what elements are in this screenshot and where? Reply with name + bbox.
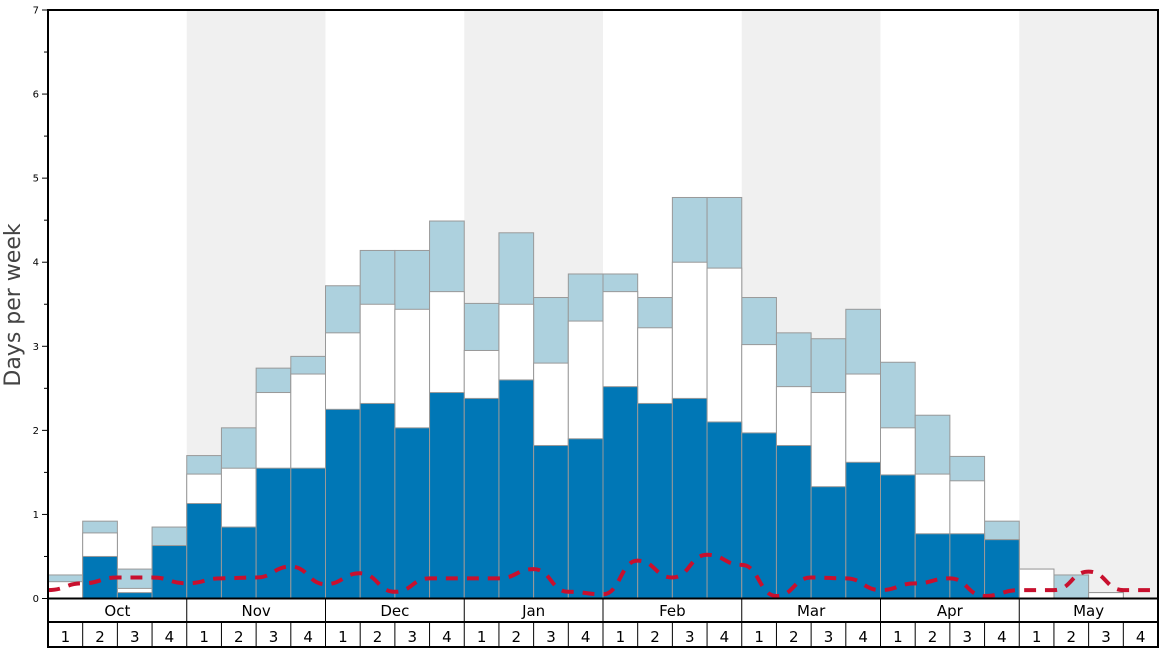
y-tick-label: 2 xyxy=(33,426,39,437)
month-label: Mar xyxy=(797,602,826,620)
week-label: 3 xyxy=(130,628,140,646)
month-label: Oct xyxy=(104,602,130,620)
bar-series-1 xyxy=(567,438,604,599)
trend-line xyxy=(47,552,1158,598)
week-label: 2 xyxy=(789,628,799,646)
week-label: 2 xyxy=(512,628,522,646)
week-label: 4 xyxy=(997,628,1007,646)
week-label: 2 xyxy=(1067,628,1077,646)
week-label: 2 xyxy=(928,628,938,646)
week-label: 3 xyxy=(269,628,279,646)
bar-series-1 xyxy=(602,386,639,600)
bar-series-1 xyxy=(463,397,500,599)
y-axis-label: Days per week xyxy=(1,223,26,386)
bar-series-1 xyxy=(880,474,916,600)
month-label: Nov xyxy=(241,602,270,620)
week-label: 2 xyxy=(373,628,383,646)
month-label: Jan xyxy=(521,602,545,620)
y-tick-label: 0 xyxy=(33,594,39,605)
week-label: 3 xyxy=(962,628,972,646)
trend-line-group xyxy=(47,552,1158,598)
bar-series-1 xyxy=(290,467,326,600)
y-tick-label: 1 xyxy=(33,510,39,521)
month-label: Feb xyxy=(659,602,686,620)
y-tick-label: 4 xyxy=(33,258,39,269)
month-label: Apr xyxy=(937,602,964,620)
bar-series-2 xyxy=(1018,568,1055,600)
bar-series-1 xyxy=(637,402,673,599)
week-label: 3 xyxy=(407,628,417,646)
y-tick-label: 6 xyxy=(33,90,39,101)
month-label: May xyxy=(1073,602,1104,620)
bars xyxy=(47,196,1124,600)
week-label: 4 xyxy=(303,628,313,646)
bar-series-1 xyxy=(741,432,777,599)
bar-series-1 xyxy=(775,444,812,599)
bar-series-1 xyxy=(220,526,257,600)
week-label: 1 xyxy=(61,628,71,646)
week-label: 3 xyxy=(1101,628,1111,646)
month-label: Dec xyxy=(380,602,409,620)
week-label: 1 xyxy=(477,628,487,646)
bar-series-1 xyxy=(151,545,188,599)
bar-series-1 xyxy=(533,444,569,599)
week-label: 1 xyxy=(1032,628,1042,646)
week-label: 4 xyxy=(1136,628,1146,646)
bar-series-1 xyxy=(498,379,535,599)
week-label: 1 xyxy=(338,628,348,646)
bar-series-1 xyxy=(359,402,396,599)
week-label: 4 xyxy=(720,628,730,646)
week-label: 1 xyxy=(754,628,764,646)
week-label: 1 xyxy=(199,628,209,646)
week-label: 3 xyxy=(824,628,834,646)
week-label: 1 xyxy=(893,628,903,646)
week-label: 4 xyxy=(165,628,175,646)
week-label: 4 xyxy=(442,628,452,646)
y-tick-label: 7 xyxy=(33,6,39,17)
y-axis: 0 1 2 3 4 5 6 7 xyxy=(33,6,48,605)
y-tick-label: 3 xyxy=(33,342,39,353)
week-label: 3 xyxy=(546,628,556,646)
bar-series-1 xyxy=(394,427,431,599)
bar-series-1 xyxy=(429,392,465,599)
week-label: 4 xyxy=(858,628,868,646)
week-label: 1 xyxy=(616,628,626,646)
week-label: 4 xyxy=(581,628,591,646)
week-label: 3 xyxy=(685,628,695,646)
bar-series-1 xyxy=(810,486,847,599)
bar-series-1 xyxy=(914,533,951,600)
bar-series-1 xyxy=(325,408,361,600)
week-label: 2 xyxy=(234,628,244,646)
week-label: 2 xyxy=(650,628,660,646)
month-band xyxy=(1019,10,1158,599)
week-label: 2 xyxy=(95,628,105,646)
y-tick-label: 5 xyxy=(33,174,39,185)
x-axis: Oct Nov Dec Jan Feb Mar Apr May 1 2 3 4 1 2 3 4 1 2 3 4 1 2 3 4… xyxy=(47,598,1159,648)
bar-series-1 xyxy=(706,421,743,600)
bar-series-1 xyxy=(186,502,222,600)
